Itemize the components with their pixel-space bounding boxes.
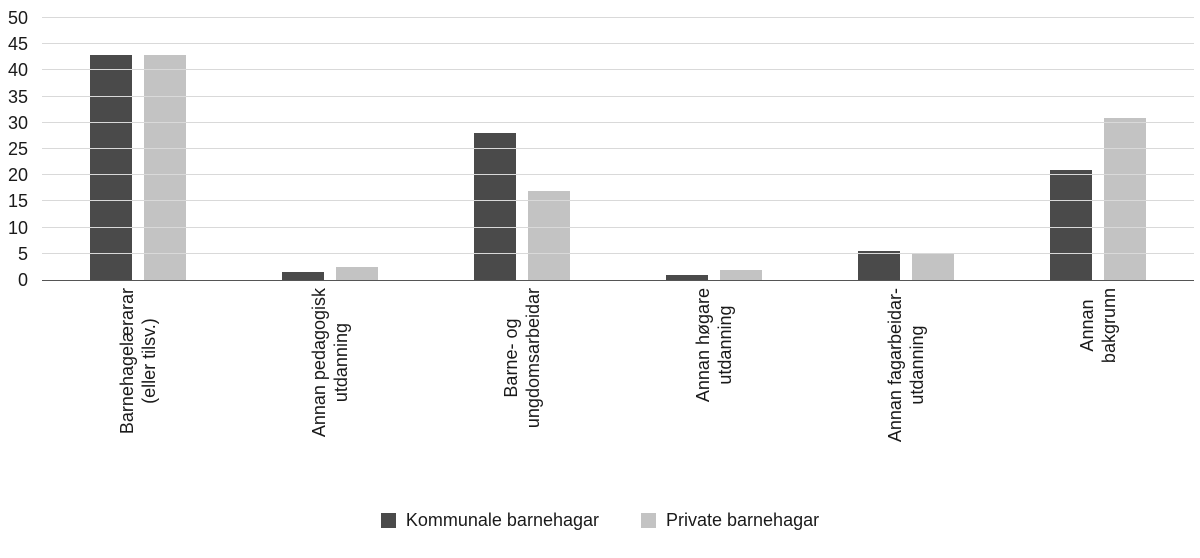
x-category-label: Annan fagarbeidar-utdanning (885, 288, 927, 443)
x-category: Annan bakgrunn (1002, 281, 1194, 486)
bar-group (1002, 18, 1194, 280)
bar (1104, 117, 1146, 280)
x-category-label: Annan bakgrunn (1077, 288, 1119, 364)
y-tick-label: 30 (7, 112, 28, 133)
y-tick-label: 20 (7, 165, 28, 186)
y-tick-label: 0 (17, 270, 28, 290)
bar-group (234, 18, 426, 280)
gridline (42, 69, 1194, 71)
x-category: Barnehagelærarar (eller tilsv.) (42, 281, 234, 486)
x-category: Annan høgare utdanning (618, 281, 810, 486)
bar (336, 266, 378, 280)
y-tick-label: 15 (7, 191, 28, 212)
gridline (42, 95, 1194, 97)
y-tick-label: 50 (7, 8, 28, 28)
bar-group (810, 18, 1002, 280)
y-axis-ticks: 0 5 10 15 20 25 30 35 40 45 50 (0, 9, 36, 289)
bar (666, 274, 708, 280)
bar (912, 253, 954, 280)
bar-group (618, 18, 810, 280)
x-axis-labels: Barnehagelærarar (eller tilsv.) Annan peda… (42, 281, 1194, 486)
x-category: Barne- og ungdomsarbeidar (426, 281, 618, 486)
y-tick-label: 10 (7, 217, 28, 238)
x-category: Annan fagarbeidar-utdanning (810, 281, 1002, 486)
bar (1050, 169, 1092, 280)
bar-groups (42, 18, 1194, 280)
bar (90, 54, 132, 280)
gridline (42, 43, 1194, 45)
plot-area (42, 17, 1194, 281)
bar (528, 190, 570, 280)
x-category-label: Barnehagelærarar (eller tilsv.) (117, 288, 159, 435)
y-tick-label: 5 (17, 243, 28, 264)
legend-label-private: Private barnehagar (666, 510, 820, 530)
gridline (42, 174, 1194, 176)
bar (474, 133, 516, 280)
y-tick-label: 45 (7, 34, 28, 55)
gridline (42, 17, 1194, 18)
gridline (42, 200, 1194, 202)
gridline (42, 121, 1194, 123)
legend-item-kommunale: Kommunale barnehagar (380, 510, 599, 531)
y-tick-label: 40 (7, 60, 28, 81)
bar-group (426, 18, 618, 280)
legend-label-kommunale: Kommunale barnehagar (405, 510, 599, 530)
bar (720, 269, 762, 280)
x-category: Annan pedagogisk utdanning (234, 281, 426, 486)
legend-swatch-kommunale (380, 513, 396, 528)
legend-swatch-private (641, 513, 656, 528)
bar (144, 54, 186, 280)
bar-group (42, 18, 234, 280)
bar (858, 251, 900, 280)
gridline (42, 226, 1194, 228)
gridline (42, 252, 1194, 254)
legend-item-private: Private barnehagar (641, 510, 819, 531)
x-category-label: Barne- og ungdomsarbeidar (501, 288, 543, 429)
gridline (42, 148, 1194, 149)
y-tick-label: 35 (7, 86, 28, 107)
bar (282, 272, 324, 280)
x-category-label: Annan høgare utdanning (693, 288, 735, 403)
legend: Kommunale barnehagar Private barnehagar (0, 510, 1200, 531)
y-tick-label: 25 (7, 139, 28, 159)
x-category-label: Annan pedagogisk utdanning (309, 288, 351, 438)
